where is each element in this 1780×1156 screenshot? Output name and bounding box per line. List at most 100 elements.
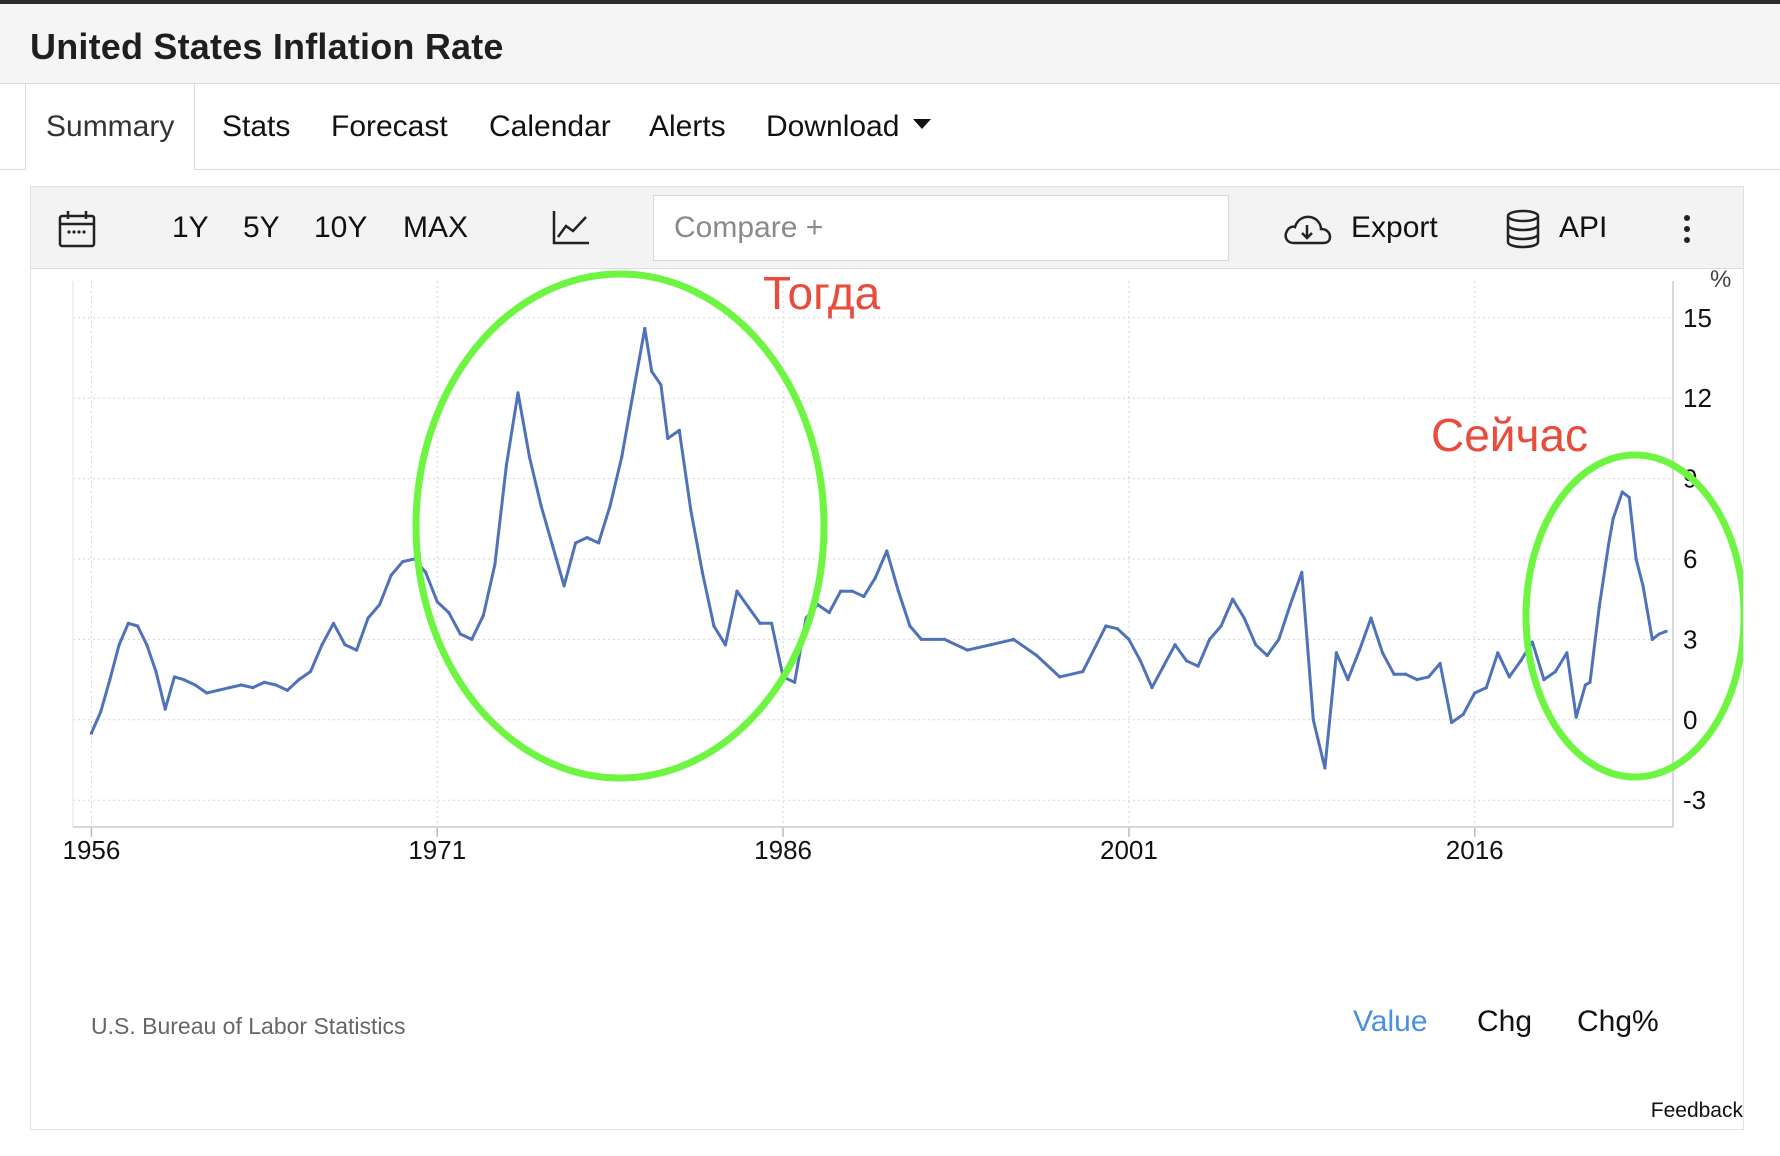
data-point bbox=[1150, 686, 1154, 690]
source-label: U.S. Bureau of Labor Statistics bbox=[91, 1013, 406, 1039]
data-point bbox=[643, 326, 647, 331]
mode-chg-pct-button[interactable]: Chg% bbox=[1577, 1005, 1659, 1038]
data-point bbox=[908, 624, 912, 628]
data-point bbox=[1530, 640, 1534, 644]
data-point bbox=[1657, 632, 1661, 636]
data-point bbox=[1553, 669, 1558, 674]
x-tick-label: 1956 bbox=[63, 835, 121, 865]
data-point bbox=[1081, 669, 1085, 674]
x-tick-labels: 1956 1971 1986 2001 2016 bbox=[63, 835, 1504, 865]
range-1y-button[interactable]: 1Y bbox=[172, 211, 209, 244]
more-vertical-icon[interactable] bbox=[1681, 213, 1693, 245]
data-point bbox=[1104, 624, 1108, 628]
data-point bbox=[1496, 651, 1500, 655]
data-point bbox=[735, 589, 739, 593]
data-point bbox=[320, 643, 324, 647]
data-point bbox=[331, 621, 336, 625]
mode-value-button[interactable]: Value bbox=[1353, 1005, 1428, 1038]
data-point bbox=[172, 675, 177, 679]
tab-stats[interactable]: Stats bbox=[222, 110, 291, 143]
data-point bbox=[1219, 624, 1223, 628]
data-point bbox=[481, 613, 485, 617]
data-point bbox=[447, 611, 451, 615]
data-point bbox=[1565, 651, 1569, 655]
data-point bbox=[389, 573, 393, 577]
data-point bbox=[285, 688, 290, 692]
data-point bbox=[239, 683, 243, 687]
data-point bbox=[1641, 584, 1645, 588]
data-point bbox=[1369, 616, 1373, 620]
data-point bbox=[650, 369, 654, 373]
range-max-button[interactable]: MAX bbox=[403, 211, 469, 244]
data-point bbox=[193, 683, 197, 687]
data-point bbox=[493, 562, 497, 566]
data-point bbox=[527, 455, 532, 459]
data-point bbox=[1450, 720, 1454, 725]
data-point bbox=[839, 589, 843, 593]
chart-toolbar: 1Y 5Y 10Y MAX Export API bbox=[31, 187, 1743, 269]
page-header: United States Inflation Rate bbox=[0, 4, 1780, 84]
tab-summary[interactable]: Summary bbox=[25, 84, 196, 171]
data-point bbox=[712, 624, 716, 628]
database-icon[interactable] bbox=[1505, 209, 1541, 249]
tab-download-label: Download bbox=[766, 110, 900, 143]
line-chart-icon[interactable] bbox=[551, 209, 591, 247]
data-point bbox=[666, 436, 670, 440]
data-point bbox=[1288, 602, 1292, 607]
chevron-down-icon bbox=[913, 119, 932, 130]
data-point bbox=[108, 678, 112, 682]
data-point bbox=[746, 605, 751, 609]
data-point bbox=[896, 589, 900, 593]
feedback-link[interactable]: Feedback bbox=[1650, 1099, 1743, 1122]
compare-input[interactable] bbox=[653, 195, 1229, 261]
data-point bbox=[1606, 544, 1611, 548]
data-point bbox=[1473, 691, 1477, 695]
data-point bbox=[1265, 653, 1269, 658]
export-button[interactable]: Export bbox=[1351, 211, 1438, 244]
data-point bbox=[1173, 643, 1177, 647]
data-point bbox=[1380, 651, 1385, 655]
tab-calendar[interactable]: Calendar bbox=[489, 110, 611, 143]
calendar-icon[interactable] bbox=[57, 209, 97, 249]
data-point bbox=[1627, 495, 1631, 499]
data-point bbox=[366, 616, 370, 620]
data-point bbox=[216, 688, 220, 692]
data-point bbox=[862, 594, 866, 599]
data-point bbox=[631, 391, 635, 395]
data-point bbox=[758, 621, 762, 625]
data-point bbox=[1346, 678, 1350, 682]
y-tick-label: 12 bbox=[1683, 383, 1712, 413]
data-point bbox=[228, 686, 232, 690]
tab-bar: Summary Stats Forecast Calendar Alerts D… bbox=[0, 84, 1780, 171]
data-point bbox=[343, 643, 347, 647]
data-point bbox=[182, 678, 186, 682]
data-point bbox=[1138, 659, 1143, 663]
data-point bbox=[470, 637, 474, 641]
data-point bbox=[1634, 557, 1638, 561]
data-point bbox=[677, 428, 681, 432]
page-title: United States Inflation Rate bbox=[30, 26, 504, 67]
chart-grid bbox=[72, 281, 1673, 837]
range-5y-button[interactable]: 5Y bbox=[243, 211, 280, 244]
range-10y-button[interactable]: 10Y bbox=[314, 211, 368, 244]
api-button[interactable]: API bbox=[1559, 211, 1608, 244]
cloud-download-icon[interactable] bbox=[1281, 211, 1333, 249]
data-point bbox=[378, 602, 382, 607]
data-point bbox=[689, 509, 693, 513]
data-point bbox=[1620, 490, 1624, 494]
x-tick-label: 2001 bbox=[1100, 835, 1158, 865]
data-point bbox=[1242, 616, 1246, 620]
x-tick-label: 1971 bbox=[408, 835, 466, 865]
tab-download[interactable]: Download bbox=[766, 84, 932, 170]
data-point bbox=[827, 611, 831, 615]
tab-forecast[interactable]: Forecast bbox=[331, 110, 448, 143]
annotation-now: Сейчас bbox=[1431, 409, 1588, 461]
tab-alerts[interactable]: Alerts bbox=[649, 110, 726, 143]
mode-chg-button[interactable]: Chg bbox=[1477, 1005, 1533, 1038]
data-point bbox=[1507, 675, 1511, 679]
data-point bbox=[1519, 659, 1523, 663]
data-point bbox=[504, 463, 509, 467]
data-point bbox=[885, 549, 889, 553]
